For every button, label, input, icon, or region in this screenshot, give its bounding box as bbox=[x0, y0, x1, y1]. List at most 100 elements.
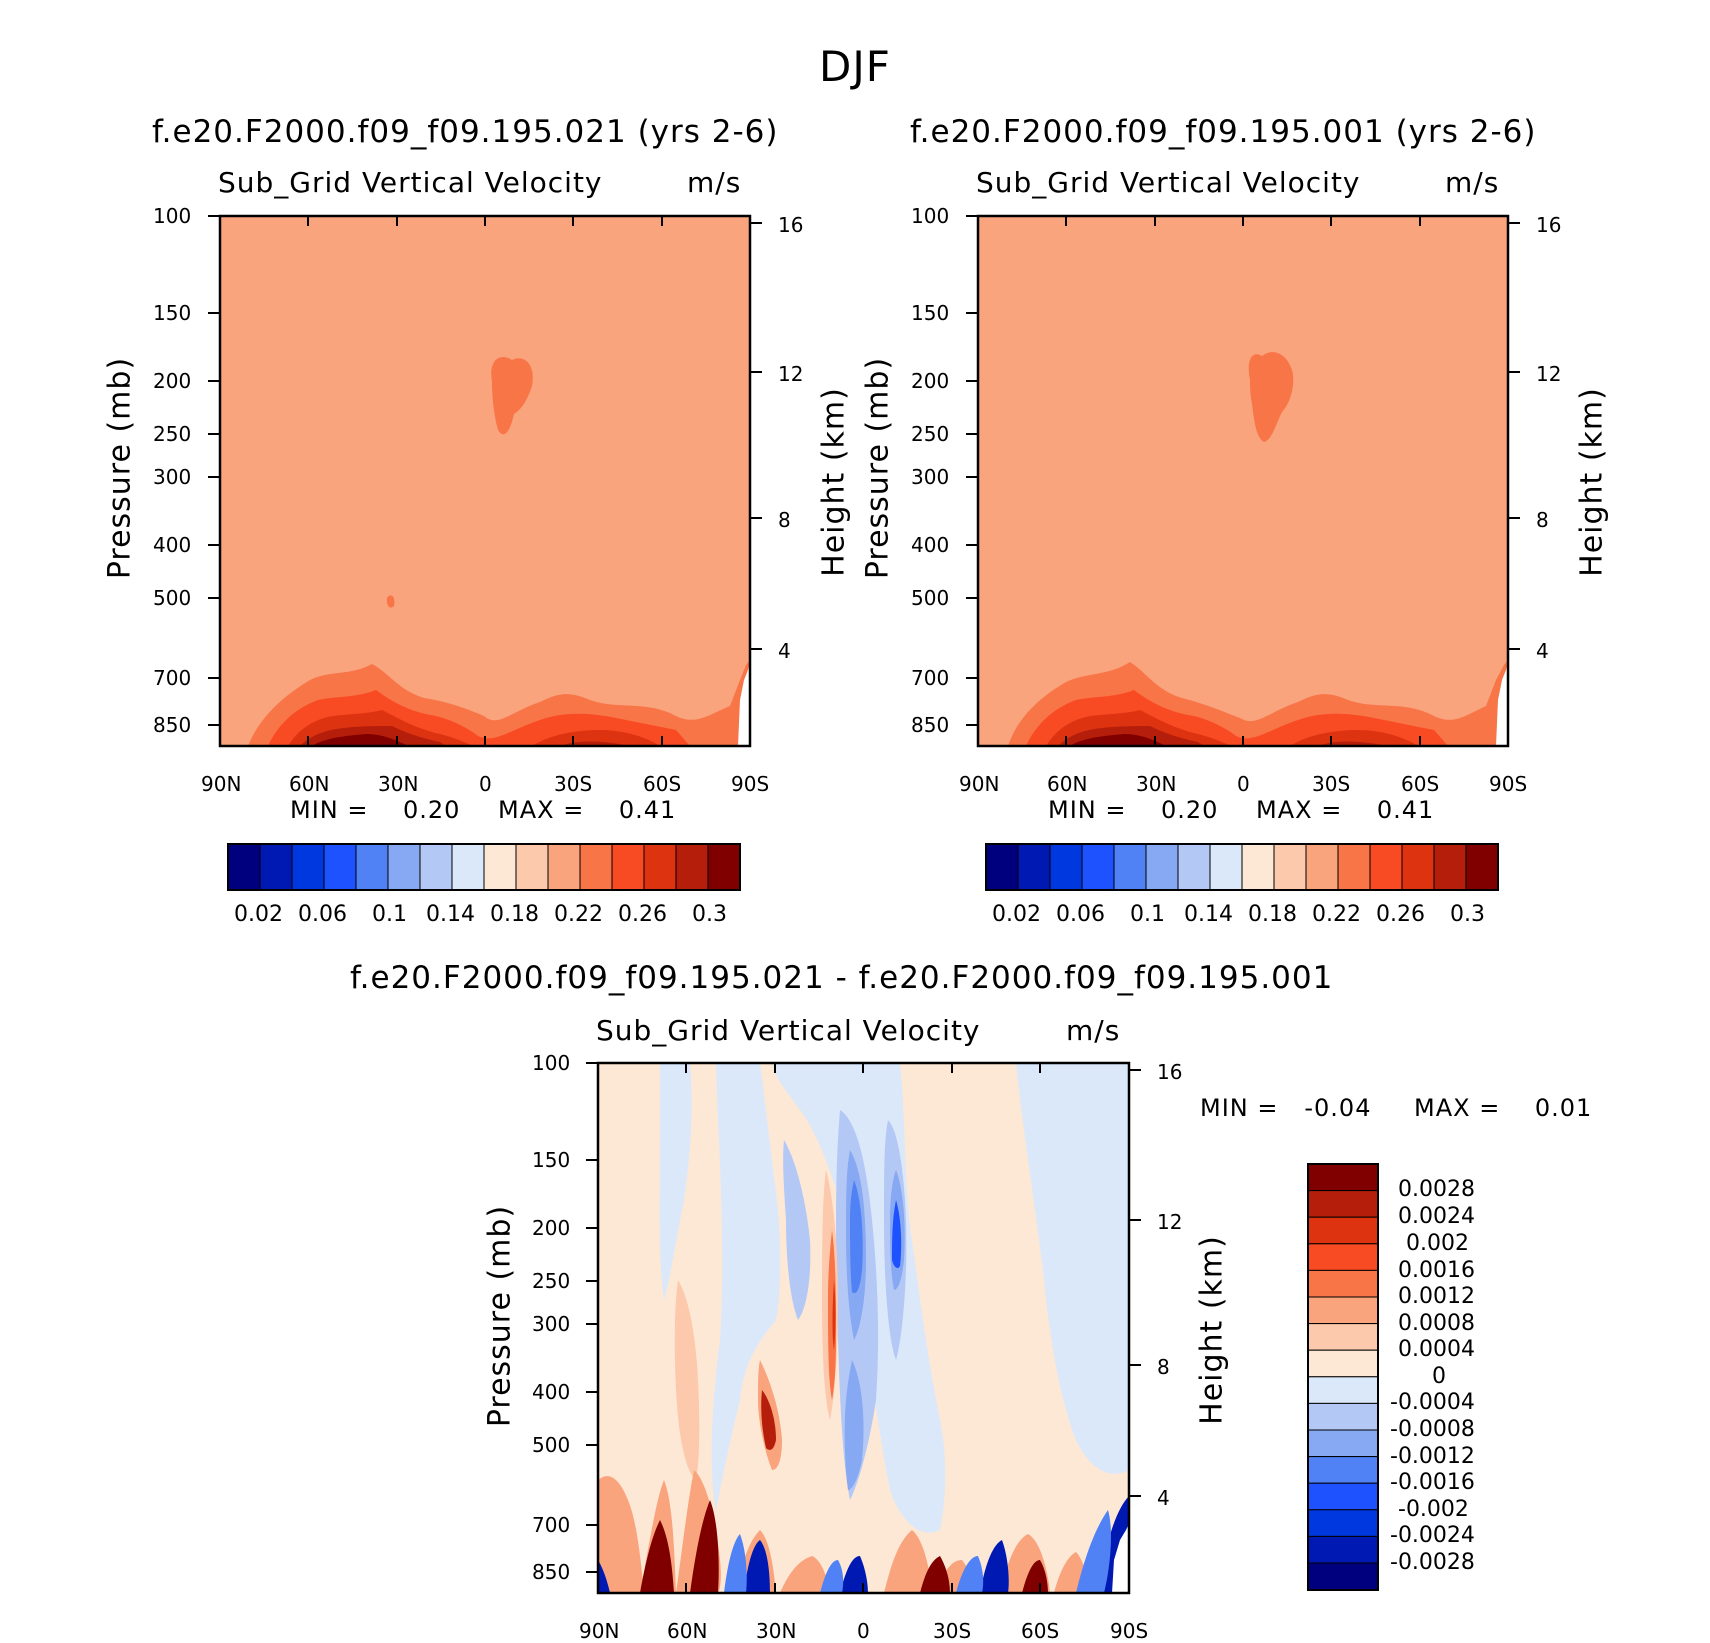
missing-data-region bbox=[738, 662, 750, 746]
x-tick-label: 30S bbox=[933, 1619, 972, 1643]
plot-area-top-left bbox=[220, 216, 750, 746]
height-axis-label-top-left: Height (km) bbox=[816, 387, 852, 577]
contour-fill-neg-0016-a bbox=[850, 1180, 863, 1294]
colorbar-tick-label: 0.1 bbox=[1130, 902, 1165, 927]
y-tick-label: 100 bbox=[532, 1051, 571, 1075]
colorbar-tick-label: 0.0004 bbox=[1398, 1337, 1475, 1362]
panel-title-bottom: f.e20.F2000.f09_f09.195.021 - f.e20.F200… bbox=[350, 960, 1334, 996]
y-tick-label: 150 bbox=[532, 1148, 571, 1172]
colorbar-swatches-top-right bbox=[985, 843, 1499, 891]
y-tick-label: 300 bbox=[911, 465, 950, 489]
colorbar-tick-label: 0.26 bbox=[1376, 902, 1425, 927]
lower-trop-strong-positive bbox=[640, 1500, 1048, 1593]
y-tick-label: 400 bbox=[911, 533, 950, 557]
y-tick-label: 100 bbox=[911, 204, 950, 228]
colorbar-tick-label: 0.0016 bbox=[1398, 1258, 1475, 1283]
max-readout-bottom: MAX = 0.01 bbox=[1414, 1094, 1593, 1122]
y-tick-label: 500 bbox=[153, 586, 192, 610]
y-tick-label: 400 bbox=[153, 533, 192, 557]
y-tick-label: 300 bbox=[532, 1312, 571, 1336]
colorbar-tick-label: 0.0012 bbox=[1398, 1284, 1475, 1309]
y-tick-label: 150 bbox=[911, 301, 950, 325]
colorbar-tick-label: -0.0008 bbox=[1390, 1417, 1475, 1442]
colorbar-tick-label: 0.002 bbox=[1406, 1231, 1469, 1256]
x-tick-label: 60N bbox=[667, 1619, 708, 1643]
variable-label-bottom: Sub_Grid Vertical Velocity bbox=[596, 1014, 981, 1047]
contour-fill-024-small bbox=[386, 595, 395, 608]
x-tick-label: 0 bbox=[479, 772, 492, 796]
colorbar-tick-label: 0.06 bbox=[1056, 902, 1105, 927]
height-tick-label: 4 bbox=[1157, 1486, 1170, 1510]
contour-fill-neg-0016-b bbox=[892, 1200, 902, 1268]
pressure-axis-label-top-right: Pressure (mb) bbox=[860, 356, 896, 580]
x-tick-label: 30N bbox=[756, 1619, 797, 1643]
colorbar-tick-label: 0.3 bbox=[692, 902, 727, 927]
colorbar-tick-label: 0.02 bbox=[234, 902, 283, 927]
contour-plot-bottom bbox=[586, 1061, 1141, 1595]
height-tick-label: 12 bbox=[1157, 1210, 1183, 1234]
height-tick-label: 4 bbox=[1536, 639, 1549, 663]
height-tick-label: 16 bbox=[1536, 213, 1562, 237]
y-tick-label: 700 bbox=[153, 666, 192, 690]
colorbar-swatches-bottom bbox=[1307, 1163, 1379, 1591]
missing-data-region bbox=[1112, 1524, 1129, 1593]
colorbar-tick-label: 0 bbox=[1432, 1364, 1446, 1389]
x-ticks-top-right bbox=[977, 216, 1509, 746]
height-axis-label-bottom: Height (km) bbox=[1194, 1235, 1230, 1425]
x-tick-label: 30S bbox=[1312, 772, 1351, 796]
colorbar-top-right bbox=[985, 843, 1499, 891]
colorbar-swatches-top-left bbox=[227, 843, 741, 891]
x-tick-label: 90S bbox=[731, 772, 770, 796]
x-tick-label: 60N bbox=[1047, 772, 1088, 796]
height-tick-label: 16 bbox=[778, 213, 804, 237]
variable-label-top-left: Sub_Grid Vertical Velocity bbox=[218, 166, 603, 199]
colorbar-tick-label: 0.3 bbox=[1450, 902, 1485, 927]
colorbar-tick-label: 0.0028 bbox=[1398, 1177, 1475, 1202]
colorbar-tick-label: 0.14 bbox=[426, 902, 475, 927]
x-tick-label: 90S bbox=[1110, 1619, 1149, 1643]
colorbar-tick-label: -0.0004 bbox=[1390, 1390, 1475, 1415]
contour-fill-neg-0008-a bbox=[783, 1140, 811, 1320]
min-readout-bottom: MIN = -0.04 bbox=[1200, 1094, 1372, 1122]
colorbar-tick-label: 0.02 bbox=[992, 902, 1041, 927]
y-tick-label: 250 bbox=[532, 1269, 571, 1293]
contour-fill-pos-0008-a bbox=[828, 1230, 836, 1400]
contour-fill-022 bbox=[978, 216, 1508, 746]
max-readout-top-left: MAX = 0.41 bbox=[498, 796, 677, 824]
x-tick-label: 90N bbox=[959, 772, 1000, 796]
x-tick-label: 60S bbox=[1401, 772, 1440, 796]
contour-fill-neg-0004-a bbox=[711, 1063, 781, 1510]
colorbar-top-left bbox=[227, 843, 741, 891]
lower-trop-strong-negative bbox=[598, 1496, 1129, 1593]
pressure-axis-label-top-left: Pressure (mb) bbox=[102, 356, 138, 580]
height-axis-label-top-right: Height (km) bbox=[1574, 387, 1610, 577]
colorbar-tick-label: -0.0024 bbox=[1390, 1523, 1475, 1548]
colorbar-tick-label: 0.18 bbox=[1248, 902, 1297, 927]
contour-fill-038 bbox=[1070, 734, 1166, 746]
x-tick-label: 60S bbox=[643, 772, 682, 796]
x-tick-label: 30N bbox=[1136, 772, 1177, 796]
contour-fill-neg-0004-d bbox=[659, 1063, 692, 1300]
units-label-top-right: m/s bbox=[1445, 166, 1500, 199]
max-readout-top-right: MAX = 0.41 bbox=[1256, 796, 1435, 824]
x-ticks-top-left bbox=[219, 216, 751, 746]
height-tick-label: 12 bbox=[778, 362, 804, 386]
contour-fill-038 bbox=[312, 734, 408, 746]
y-tick-label: 250 bbox=[911, 422, 950, 446]
y-tick-label: 200 bbox=[911, 369, 950, 393]
y-ticks-top-left bbox=[208, 215, 762, 726]
y-tick-label: 700 bbox=[532, 1513, 571, 1537]
y-tick-label: 700 bbox=[911, 666, 950, 690]
x-tick-label: 90S bbox=[1489, 772, 1528, 796]
x-tick-label: 90N bbox=[579, 1619, 620, 1643]
x-ticks-bottom bbox=[597, 1063, 1130, 1593]
x-tick-label: 0 bbox=[1237, 772, 1250, 796]
height-tick-label: 12 bbox=[1536, 362, 1562, 386]
x-tick-label: 90N bbox=[201, 772, 242, 796]
colorbar-tick-label: 0.06 bbox=[298, 902, 347, 927]
colorbar-tick-label: 0.22 bbox=[554, 902, 603, 927]
panel-title-top-left: f.e20.F2000.f09_f09.195.021 (yrs 2-6) bbox=[152, 114, 779, 150]
colorbar-tick-label: 0.1 bbox=[372, 902, 407, 927]
y-ticks-bottom bbox=[586, 1062, 1141, 1573]
min-readout-top-left: MIN = 0.20 bbox=[290, 796, 461, 824]
